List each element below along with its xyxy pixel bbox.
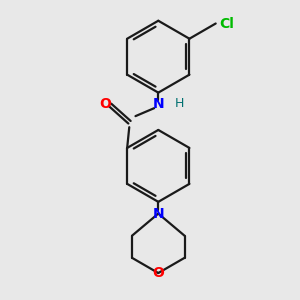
Text: N: N — [152, 97, 164, 111]
Text: Cl: Cl — [219, 16, 234, 31]
Text: N: N — [152, 207, 164, 220]
Text: O: O — [99, 97, 111, 111]
Text: O: O — [152, 266, 164, 280]
Text: H: H — [174, 97, 184, 110]
